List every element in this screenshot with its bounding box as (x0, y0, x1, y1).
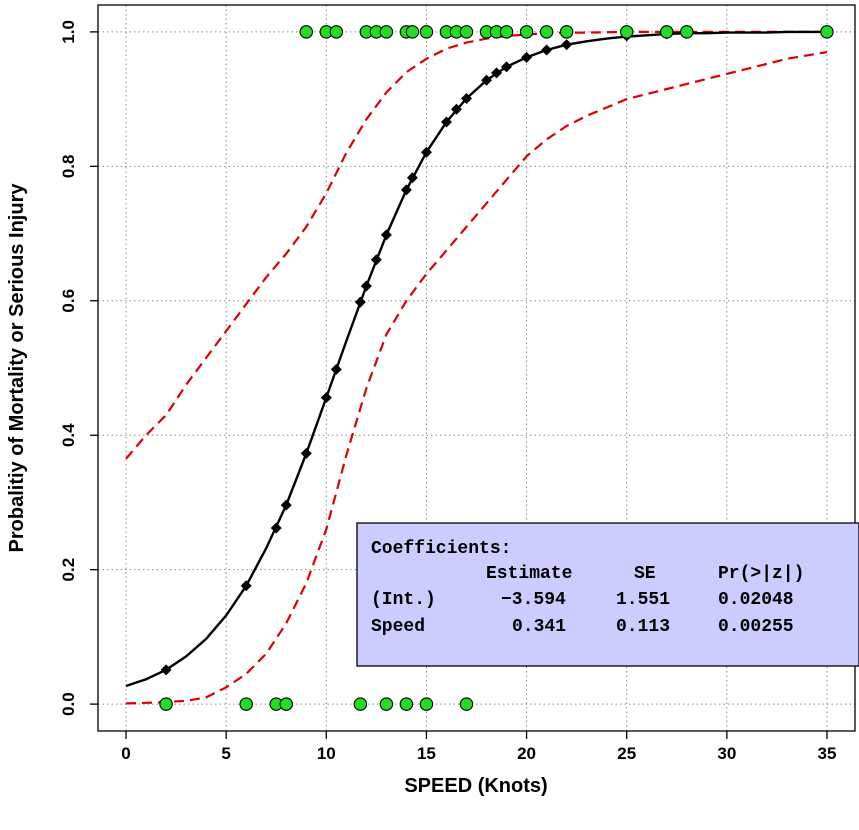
coef-row-se: 1.551 (616, 590, 670, 610)
coefficients-title: Coefficients: (371, 539, 511, 559)
y-tick-label: 0.2 (59, 558, 78, 582)
fitted-point (320, 392, 332, 404)
fitted-point (240, 580, 252, 592)
y-axis-title: Probalitiy of Mortality or Serious Injur… (6, 183, 28, 553)
ci-lower-line (125, 51, 828, 705)
observed-point-one (405, 25, 420, 39)
observed-point-one (499, 25, 514, 39)
coef-row-label: Speed (371, 617, 425, 637)
fitted-point (481, 74, 493, 86)
observed-point-zero (353, 697, 368, 711)
observed-point-one (379, 25, 394, 39)
x-axis-ticks: 0 5 10 15 20 25 30 35 (121, 731, 836, 763)
coef-row-p: 0.00255 (718, 617, 794, 637)
coef-header-estimate: Estimate (486, 564, 572, 584)
observed-point-one (419, 25, 434, 39)
x-tick-label: 30 (717, 744, 736, 763)
coef-header-p: Pr(>|z|) (718, 564, 804, 584)
fitted-point (360, 280, 372, 292)
fitted-point (354, 296, 366, 308)
observed-point-one (680, 25, 694, 39)
observed-point-zero (159, 697, 173, 711)
fitted-point (380, 229, 392, 241)
observed-point-zero (279, 697, 293, 711)
ci-upper-line (125, 30, 827, 460)
observed-point-one (660, 25, 674, 39)
x-tick-label: 10 (317, 744, 336, 763)
y-tick-label: 0.4 (59, 423, 78, 447)
observed-point-one (459, 25, 474, 39)
fitted-point (440, 116, 452, 128)
observed-point-one (820, 25, 834, 39)
coef-row-se: 0.113 (616, 617, 670, 637)
fitted-point (501, 61, 513, 73)
fitted-point (521, 51, 533, 63)
fitted-point (160, 664, 172, 676)
coef-row-p: 0.02048 (718, 590, 794, 610)
fitted-point (406, 172, 418, 184)
plot-frame (97, 4, 856, 732)
x-tick-label: 15 (417, 744, 436, 763)
observed-point-one (519, 25, 534, 39)
fitted-point (370, 254, 382, 266)
observed-point-one (559, 25, 574, 39)
observed-points (159, 25, 834, 711)
observed-point-one (539, 25, 554, 39)
x-tick-label: 0 (121, 744, 130, 763)
y-tick-label: 1.0 (59, 20, 78, 44)
confidence-bands (125, 30, 828, 705)
observed-point-zero (419, 697, 434, 711)
y-tick-label: 0.0 (59, 692, 78, 716)
x-axis-title: SPEED (Knots) (404, 775, 547, 797)
y-axis-ticks: 0.0 0.2 0.4 0.6 0.8 1.0 (59, 20, 98, 716)
y-tick-label: 0.6 (59, 289, 78, 313)
observed-point-one (329, 25, 344, 39)
fitted-point (400, 184, 412, 196)
fitted-point (460, 92, 472, 104)
fitted-point (270, 522, 282, 534)
fitted-point (450, 103, 462, 115)
fitted-point (561, 39, 573, 51)
fitted-curve (125, 26, 833, 688)
fitted-point (491, 67, 503, 79)
fitted-point (330, 363, 342, 375)
fitted-point (280, 499, 292, 511)
fitted-point (420, 146, 432, 158)
coef-row-estimate: −3.594 (501, 590, 566, 610)
fit-line (125, 30, 827, 688)
observed-point-zero (399, 697, 414, 711)
observed-point-zero (379, 697, 394, 711)
x-tick-label: 25 (617, 744, 636, 763)
observed-point-zero (239, 697, 253, 711)
coefficients-box: Coefficients: Estimate SE Pr(>|z|) (Int.… (356, 522, 859, 667)
grid-lines (98, 5, 855, 731)
y-tick-label: 0.8 (59, 155, 78, 179)
x-tick-label: 5 (221, 744, 230, 763)
coefficients-box-background (356, 522, 859, 667)
observed-point-one (619, 25, 634, 39)
coef-row-estimate: 0.341 (512, 617, 566, 637)
fitted-point (541, 44, 553, 56)
observed-point-zero (459, 697, 474, 711)
observed-point-one (299, 25, 314, 39)
coef-row-label: (Int.) (371, 590, 436, 610)
x-tick-label: 20 (517, 744, 536, 763)
x-tick-label: 35 (818, 744, 837, 763)
coef-header-se: SE (634, 564, 656, 584)
fitted-point (300, 447, 312, 459)
